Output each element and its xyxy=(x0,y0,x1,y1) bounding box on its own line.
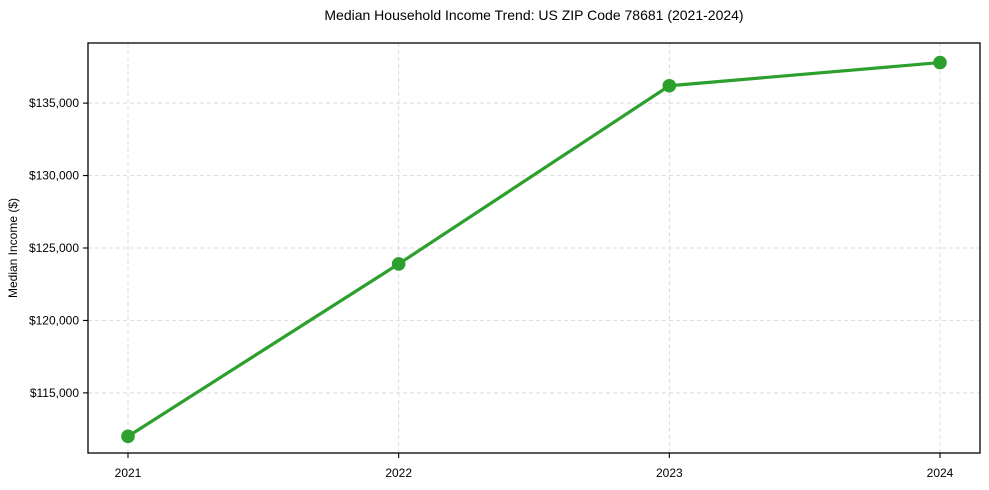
y-tick-label: $135,000 xyxy=(29,96,79,110)
y-axis-label: Median Income ($) xyxy=(6,197,20,299)
data-point-2024 xyxy=(933,55,947,70)
x-tick-label: 2023 xyxy=(656,466,683,480)
y-tick-label: $120,000 xyxy=(29,313,79,327)
data-point-2023 xyxy=(662,78,677,93)
data-point-2021 xyxy=(121,429,135,444)
x-tick-label: 2024 xyxy=(927,466,954,480)
chart-title: Median Household Income Trend: US ZIP Co… xyxy=(324,7,744,23)
data-point-2022 xyxy=(391,257,406,271)
x-tick-label: 2021 xyxy=(115,466,142,480)
y-tick-label: $115,000 xyxy=(30,386,79,400)
x-tick-label: 2022 xyxy=(385,466,412,480)
y-tick-label: $125,000 xyxy=(29,241,79,255)
trend-line xyxy=(126,60,942,438)
y-tick-label: $130,000 xyxy=(29,169,79,183)
